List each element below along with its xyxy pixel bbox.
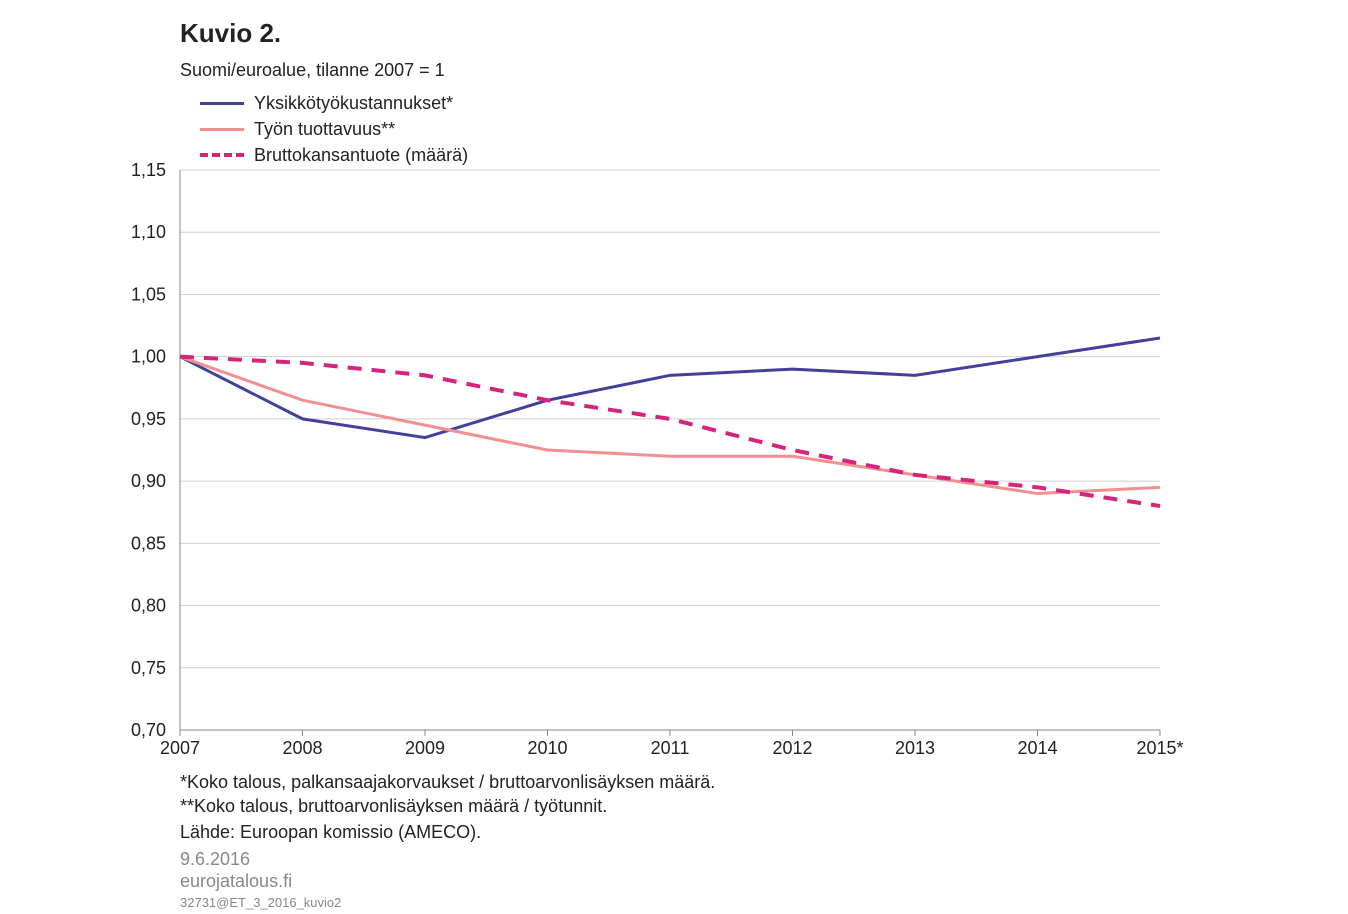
x-tick-label: 2013 <box>895 738 935 758</box>
footer-site: eurojatalous.fi <box>180 870 341 892</box>
x-tick-label: 2009 <box>405 738 445 758</box>
x-tick-label: 2012 <box>772 738 812 758</box>
y-tick-label: 1,10 <box>131 222 166 242</box>
y-tick-label: 0,70 <box>131 720 166 740</box>
y-tick-label: 0,90 <box>131 471 166 491</box>
x-tick-label: 2015* <box>1136 738 1183 758</box>
chart-plot: 0,70 0,75 0,80 0,85 0,90 0,95 1,00 1,05 1,10 1,15… <box>0 0 1348 880</box>
x-tick-label: 2007 <box>160 738 200 758</box>
x-tick-label: 2014 <box>1017 738 1057 758</box>
y-tick-label: 1,00 <box>131 347 166 367</box>
y-tick-label: 1,05 <box>131 284 166 304</box>
x-tick-label: 2010 <box>527 738 567 758</box>
y-tick-label: 0,85 <box>131 533 166 553</box>
footnotes: *Koko talous, palkansaajakorvaukset / br… <box>180 770 715 818</box>
footnote: **Koko talous, bruttoarvonlisäyksen määr… <box>180 794 715 818</box>
chart-container: Kuvio 2. Suomi/euroalue, tilanne 2007 = … <box>0 0 1348 880</box>
y-tick-label: 0,95 <box>131 409 166 429</box>
y-tick-label: 1,15 <box>131 160 166 180</box>
y-tick-label: 0,75 <box>131 658 166 678</box>
source-text: Lähde: Euroopan komissio (AMECO). <box>180 822 481 843</box>
footer-code: 32731@ET_3_2016_kuvio2 <box>180 892 341 914</box>
footnote: *Koko talous, palkansaajakorvaukset / br… <box>180 770 715 794</box>
footer-date: 9.6.2016 <box>180 848 341 870</box>
x-tick-label: 2011 <box>651 738 690 758</box>
y-tick-label: 0,80 <box>131 596 166 616</box>
chart-footer: 9.6.2016 eurojatalous.fi 32731@ET_3_2016… <box>180 848 341 914</box>
x-tick-label: 2008 <box>282 738 322 758</box>
